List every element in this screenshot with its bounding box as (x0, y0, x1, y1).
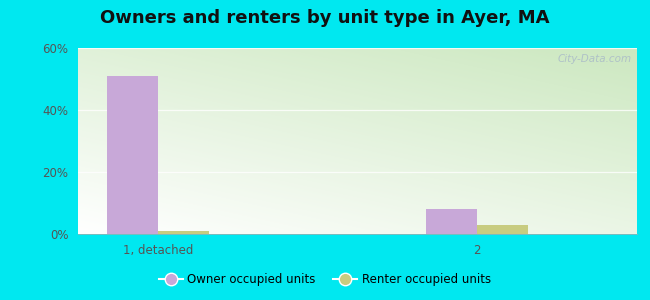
Legend: Owner occupied units, Renter occupied units: Owner occupied units, Renter occupied un… (154, 269, 496, 291)
Bar (107, 76, 158, 234)
Bar (158, 231, 209, 234)
Bar (477, 225, 528, 234)
Text: City-Data.com: City-Data.com (557, 54, 631, 64)
Bar (426, 209, 477, 234)
Text: Owners and renters by unit type in Ayer, MA: Owners and renters by unit type in Ayer,… (100, 9, 550, 27)
